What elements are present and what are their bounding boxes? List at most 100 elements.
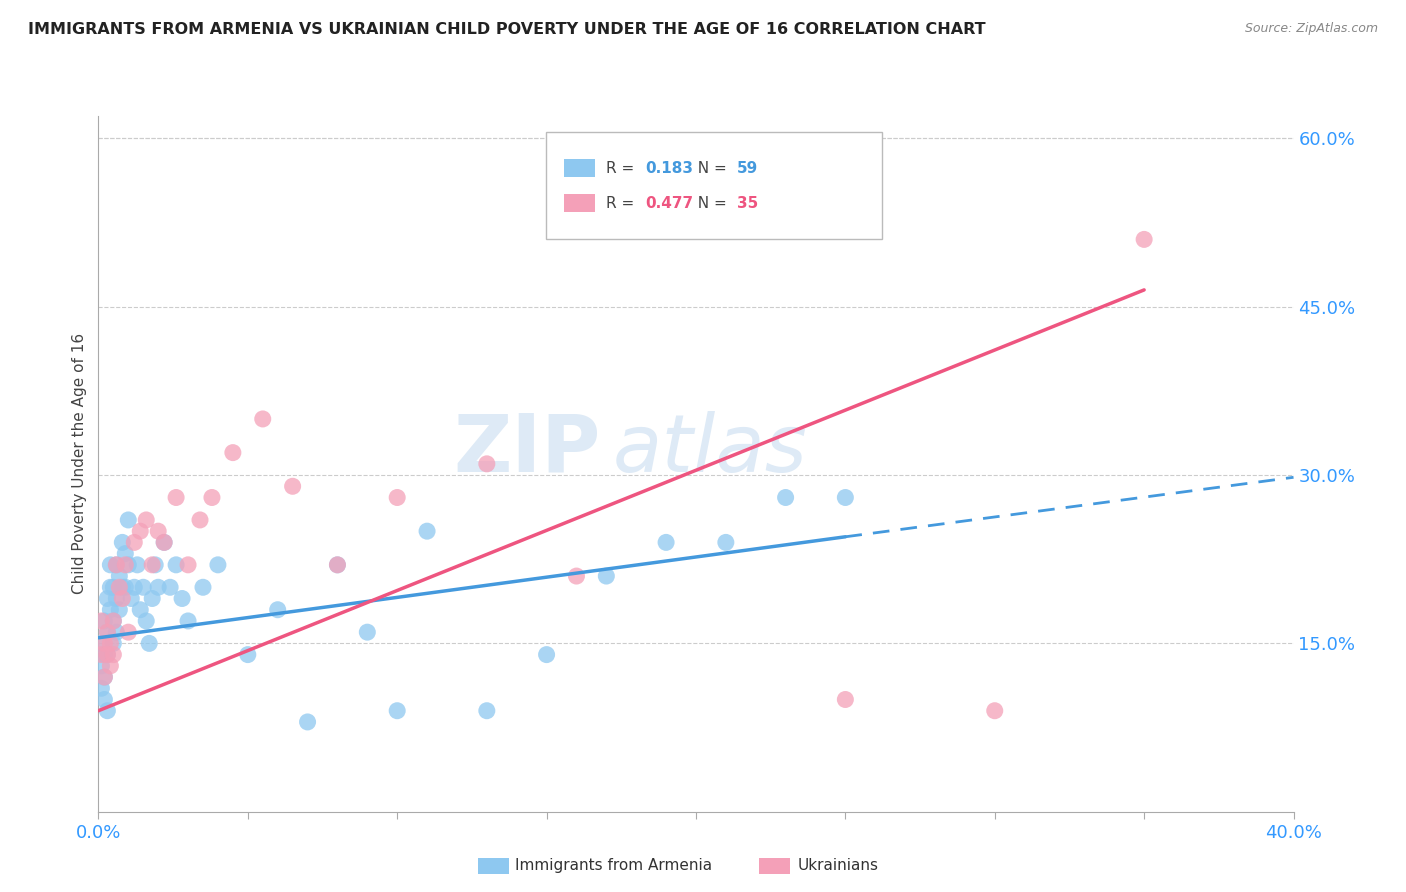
Point xyxy=(108,569,131,583)
Text: Source: ZipAtlas.com: Source: ZipAtlas.com xyxy=(1244,22,1378,36)
Point xyxy=(201,491,224,505)
Point xyxy=(105,591,128,606)
Point xyxy=(108,603,131,617)
Point xyxy=(127,558,149,572)
Point xyxy=(96,704,118,718)
Point xyxy=(536,648,558,662)
Point xyxy=(385,491,409,505)
Point xyxy=(90,614,112,628)
Point xyxy=(93,648,115,662)
Point xyxy=(326,558,349,572)
Point xyxy=(100,558,122,572)
Point xyxy=(93,670,115,684)
Text: Ukrainians: Ukrainians xyxy=(797,858,879,872)
Point xyxy=(100,636,122,650)
Text: N =: N = xyxy=(688,195,731,211)
Text: 35: 35 xyxy=(737,195,758,211)
Point xyxy=(105,558,128,572)
Point xyxy=(141,558,163,572)
Point xyxy=(385,704,409,718)
Point xyxy=(267,603,290,617)
Text: 0.183: 0.183 xyxy=(645,161,693,176)
Point xyxy=(165,558,187,572)
Point xyxy=(105,625,128,640)
Point xyxy=(148,524,170,538)
Point xyxy=(714,535,737,549)
Point xyxy=(111,580,134,594)
Point xyxy=(111,591,134,606)
Point xyxy=(114,558,136,572)
Text: 59: 59 xyxy=(737,161,758,176)
Text: ZIP: ZIP xyxy=(453,411,600,489)
Point xyxy=(124,580,146,594)
Point xyxy=(775,491,797,505)
Point xyxy=(135,614,157,628)
Point xyxy=(114,547,136,561)
Point xyxy=(93,692,115,706)
Point xyxy=(475,704,498,718)
Point xyxy=(96,625,118,640)
Point xyxy=(984,704,1007,718)
Point xyxy=(103,648,125,662)
Point xyxy=(90,681,112,696)
Point xyxy=(595,569,617,583)
Point xyxy=(416,524,439,538)
Point xyxy=(1133,232,1156,246)
Point xyxy=(93,670,115,684)
Point xyxy=(475,457,498,471)
Text: Immigrants from Armenia: Immigrants from Armenia xyxy=(515,858,711,872)
Point xyxy=(103,614,125,628)
Point xyxy=(120,591,142,606)
Point xyxy=(103,614,125,628)
Point xyxy=(96,625,118,640)
Point xyxy=(565,569,588,583)
Point xyxy=(129,524,152,538)
Point xyxy=(153,535,176,549)
Text: R =: R = xyxy=(606,161,640,176)
Point xyxy=(252,412,274,426)
Point xyxy=(100,580,122,594)
Point xyxy=(108,580,131,594)
Point xyxy=(117,513,139,527)
Point xyxy=(100,603,122,617)
Text: R =: R = xyxy=(606,195,640,211)
Point xyxy=(834,692,856,706)
Point xyxy=(124,535,146,549)
Point xyxy=(93,614,115,628)
Point xyxy=(117,558,139,572)
Point xyxy=(90,636,112,650)
Point xyxy=(103,580,125,594)
Point xyxy=(165,491,187,505)
Point xyxy=(326,558,349,572)
Point xyxy=(114,580,136,594)
Point xyxy=(191,580,214,594)
Point xyxy=(834,491,856,505)
Point xyxy=(236,648,259,662)
Point xyxy=(96,648,118,662)
Point xyxy=(207,558,229,572)
Point xyxy=(159,580,181,594)
Point xyxy=(105,558,128,572)
Point xyxy=(111,535,134,549)
Point xyxy=(188,513,211,527)
Point xyxy=(356,625,378,640)
Point xyxy=(129,603,152,617)
Point xyxy=(96,591,118,606)
Point xyxy=(177,558,200,572)
Point xyxy=(143,558,166,572)
Point xyxy=(117,625,139,640)
Point xyxy=(132,580,155,594)
Y-axis label: Child Poverty Under the Age of 16: Child Poverty Under the Age of 16 xyxy=(72,334,87,594)
Point xyxy=(96,648,118,662)
Text: atlas: atlas xyxy=(613,411,807,489)
Point xyxy=(90,658,112,673)
Point xyxy=(135,513,157,527)
Point xyxy=(93,636,115,650)
Point xyxy=(138,636,160,650)
Point xyxy=(297,714,319,729)
Point xyxy=(655,535,678,549)
Point xyxy=(172,591,194,606)
Point xyxy=(103,636,125,650)
Point xyxy=(90,648,112,662)
Text: IMMIGRANTS FROM ARMENIA VS UKRAINIAN CHILD POVERTY UNDER THE AGE OF 16 CORRELATI: IMMIGRANTS FROM ARMENIA VS UKRAINIAN CHI… xyxy=(28,22,986,37)
